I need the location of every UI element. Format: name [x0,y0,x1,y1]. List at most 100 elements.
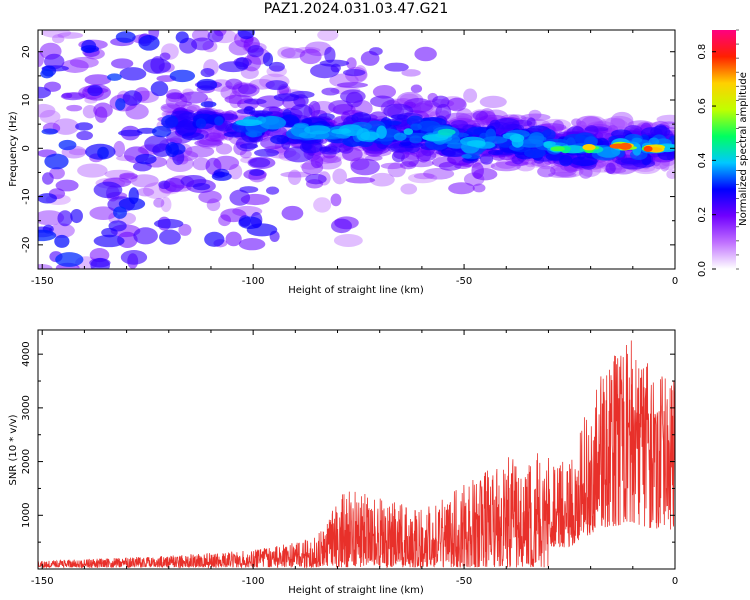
y-tick-label: 1000 [21,503,32,528]
spectrogram-cell [239,143,259,149]
spectrogram-cell [548,171,577,178]
spectrogram-cell [391,150,405,163]
spectrogram-cell [225,231,242,247]
spectrogram-cell [237,30,255,40]
snr-y-ticks: 1000 2000 3000 4000 [21,341,675,543]
spectrogram-y-axis-label: Frequency (Hz) [8,111,19,187]
spectrogram-cell [247,44,264,58]
x-tick-label: -50 [456,276,472,287]
spectrogram-cell [196,78,218,91]
spectrogram-cell [70,208,83,224]
spectrogram-cell [576,115,601,129]
spectrogram-cell [517,139,545,148]
colorbar-tick-label: 0.0 [697,261,708,277]
spectrogram-cell [333,233,363,247]
spectrogram-cell [66,104,83,112]
spectrogram-cell [113,140,126,157]
spectrogram-cell [330,193,342,207]
y-tick-label: 20 [21,45,32,58]
spectrogram-cell [410,123,422,131]
spectrogram-cell [249,168,265,176]
spectrogram-cell [403,128,414,135]
x-tick-label: 0 [672,576,678,587]
spectrogram-cell [41,30,72,38]
spectrogram-cell [57,210,73,227]
spectrogram-cell [215,143,233,155]
y-tick-label: 10 [21,94,32,107]
spectrogram-cell [169,69,196,83]
colorbar-tick-label: 0.6 [697,98,708,114]
spectrogram-cell [229,189,251,206]
spectrogram-cell [571,118,582,127]
spectrogram-cell [369,47,383,56]
spectrogram-cell [238,84,257,95]
spectrogram-cell [204,231,225,247]
snr-series-line [38,340,675,569]
spectrogram-cell [153,218,184,229]
spectrogram-cell [142,58,172,74]
spectrogram-cell [249,157,271,168]
spectrogram-cell [550,146,565,152]
spectrogram-cell [400,183,418,195]
spectrogram-cell [194,139,224,147]
spectrogram-cell [328,100,354,114]
spectrogram-frame [37,29,676,270]
spectrogram-cell [130,174,159,188]
spectrogram-cell [135,153,157,165]
spectrogram-cell [150,81,169,97]
spectrogram-cell [304,125,331,135]
spectrogram-cell [528,109,542,120]
spectrogram-cell [61,59,89,73]
x-tick-label: 0 [672,276,678,287]
spectrogram-cell [340,128,350,134]
spectrogram-cell [238,238,266,251]
spectrogram-cell [666,169,675,180]
spectrogram-cell [401,69,421,77]
spectrogram-cell [340,89,366,104]
spectrogram-cell [239,186,259,193]
spectrogram-cell [324,46,336,63]
x-tick-label: -100 [242,276,265,287]
spectrogram-cell [471,162,484,179]
spectrogram-cell [200,101,217,108]
spectrogram-cell [44,153,69,170]
spectrogram-cell [198,190,222,204]
spectrogram-cell [582,144,596,151]
spectrogram-cell [113,206,127,219]
spectrogram-cell [610,111,634,129]
spectrogram-cell [120,250,148,265]
spectrogram-cell [51,34,65,44]
colorbar-ramp [712,30,736,269]
spectrogram-cell [211,171,232,181]
spectrogram-cell [122,90,143,106]
spectrogram-cell [541,129,556,141]
spectrogram-cell [410,84,423,93]
spectrogram-cell [52,118,79,135]
spectrogram-cell [319,59,350,67]
spectrogram-cell [161,114,179,129]
spectrogram-cell [38,86,51,99]
spectrogram-cell [448,182,475,195]
spectrogram-cell [407,172,438,184]
snr-panel: -150 -100 -50 0 1000 2000 3000 4000 Height of … [8,329,678,596]
spectrogram-cell [200,67,215,78]
spectrogram-cell [185,145,215,158]
spectrogram-cell [178,223,192,236]
spectrogram-cell [537,165,556,178]
spectrogram-cell [437,128,456,136]
spectrogram-cell [223,131,247,138]
y-tick-label: 3000 [21,395,32,420]
spectrogram-cell [509,134,525,143]
spectrogram-cell [118,129,143,137]
spectrogram-cell [571,156,598,167]
colorbar-tick-label: 0.8 [697,44,708,60]
spectrogram-cell [163,177,185,193]
spectrogram-cell [166,92,185,100]
x-tick-label: -50 [456,576,472,587]
spectrogram-cell [111,58,134,69]
spectrogram-cell [38,264,53,269]
x-tick-label: -150 [31,576,54,587]
spectrogram-cell [119,67,147,81]
spectrogram-cell [38,229,57,242]
